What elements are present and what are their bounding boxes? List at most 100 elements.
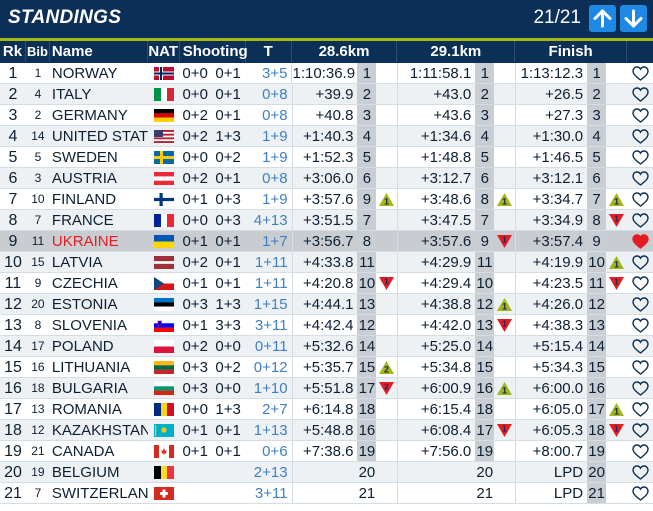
finish-rank: 4 <box>587 126 607 146</box>
favorite-toggle[interactable] <box>627 441 653 461</box>
favorite-toggle[interactable] <box>627 147 653 167</box>
total-shooting: 1+11 <box>254 254 288 271</box>
team-name: FINLAND <box>51 191 117 208</box>
split1-time: +6:14.8 <box>291 399 358 419</box>
split2-time: +1:48.8 <box>397 147 475 167</box>
bib-number: 7 <box>34 213 42 227</box>
total-shooting: 1+11 <box>254 275 288 292</box>
table-row[interactable]: 3 2 GERMANY 0+2 0+1 0+8 +40.8 3 +43.6 3 +27.3 3 <box>0 105 653 126</box>
favorite-toggle[interactable] <box>627 483 653 503</box>
table-row[interactable]: 19 21 CANADA 0+1 0+1 0+6 +7:38.6 19 +7:56.0 19 +8:… <box>0 441 653 462</box>
col-header-split2[interactable]: 29.1km <box>397 41 516 63</box>
total-shooting: 2+7 <box>262 401 288 418</box>
table-row[interactable]: 11 9 CZECHIA 0+1 0+1 1+11 +4:20.8 10 1 +4:29.4 10 +… <box>0 273 653 294</box>
split1-rank: 15 <box>357 357 377 377</box>
shooting-prone: 0+0 <box>182 65 208 82</box>
shooting-prone: 0+2 <box>182 338 208 355</box>
shooting-standing: 0+1 <box>215 254 241 271</box>
split2-change: 1 <box>494 189 515 209</box>
shooting-prone <box>180 462 211 482</box>
nation-flag <box>148 126 180 146</box>
split1-rank: 3 <box>357 105 377 125</box>
favorite-toggle[interactable] <box>627 105 653 125</box>
split1-time: +40.8 <box>291 105 358 125</box>
nation-flag <box>148 273 180 293</box>
table-row[interactable]: 18 12 KAZAKHSTAN 0+1 0+1 1+13 +5:48.8 16 +6:08.4… <box>0 420 653 441</box>
col-header-split1[interactable]: 28.6km <box>292 41 398 63</box>
table-row[interactable]: 9 11 UKRAINE 0+1 0+1 1+7 +3:56.7 8 +3:57.6 9 1 +3:5… <box>0 231 653 252</box>
total-shooting: 3+5 <box>262 65 288 82</box>
favorite-toggle[interactable] <box>627 252 653 272</box>
page-down-button[interactable] <box>620 5 647 32</box>
table-row[interactable]: 15 16 LITHUANIA 0+3 0+2 0+12 +5:35.7 15 2 +5:34.8… <box>0 357 653 378</box>
svg-text:1: 1 <box>614 424 619 433</box>
table-row[interactable]: 13 8 SLOVENIA 0+1 3+3 3+11 +4:42.4 12 +4:42.0 13 1… <box>0 315 653 336</box>
shooting-prone: 0+1 <box>182 422 208 439</box>
table-row[interactable]: 12 20 ESTONIA 0+3 1+3 1+15 +4:44.1 13 +4:38.8 12 1… <box>0 294 653 315</box>
table-row[interactable]: 10 15 LATVIA 0+2 0+1 1+11 +4:33.8 11 +4:29.9 11 +4… <box>0 252 653 273</box>
favorite-toggle[interactable] <box>627 336 653 356</box>
arrow-up-icon <box>593 9 612 28</box>
shooting-standing: 1+3 <box>215 128 241 145</box>
split2-rank: 6 <box>475 168 495 188</box>
nation-flag <box>148 105 180 125</box>
col-header-shooting[interactable]: Shooting <box>180 41 248 63</box>
favorite-heart-icon <box>631 212 649 228</box>
table-row[interactable]: 1 1 NORWAY 0+0 0+1 3+5 1:10:36.9 1 1:11:58.1 1 1:1… <box>0 63 653 84</box>
favorite-toggle[interactable] <box>627 189 653 209</box>
title-bar: STANDINGS 21/21 <box>0 0 653 38</box>
col-header-t[interactable]: T <box>246 41 292 63</box>
flag-icon <box>153 129 174 143</box>
finish-rank: 9 <box>587 231 607 251</box>
split1-time: +39.9 <box>291 84 358 104</box>
finish-rank: 17 <box>587 399 607 419</box>
table-row[interactable]: 8 7 FRANCE 0+0 0+3 4+13 +3:51.5 7 +3:47.5 7 +3:34.… <box>0 210 653 231</box>
favorite-toggle[interactable] <box>627 462 653 482</box>
favorite-toggle[interactable] <box>627 231 653 251</box>
finish-time: +5:15.4 <box>515 336 587 356</box>
favorite-toggle[interactable] <box>627 63 653 83</box>
table-row[interactable]: 17 13 ROMANIA 0+0 1+3 2+7 +6:14.8 18 +6:15.4 18 +6… <box>0 399 653 420</box>
split2-rank: 4 <box>475 126 495 146</box>
col-header-nat[interactable]: NAT <box>148 41 180 63</box>
favorite-heart-icon <box>631 65 649 81</box>
col-header-finish[interactable]: Finish <box>515 41 628 63</box>
split2-change: 1 <box>494 378 515 398</box>
split1-rank: 7 <box>357 210 377 230</box>
finish-time: +1:46.5 <box>515 147 587 167</box>
nation-flag <box>148 336 180 356</box>
col-header-rank[interactable]: Rk <box>0 41 26 63</box>
favorite-toggle[interactable] <box>627 357 653 377</box>
favorite-toggle[interactable] <box>627 315 653 335</box>
table-row[interactable]: 6 3 AUSTRIA 0+2 0+1 0+8 +3:06.0 6 +3:12.7 6 +3:12.… <box>0 168 653 189</box>
favorite-heart-icon <box>631 485 649 501</box>
finish-change <box>606 357 627 377</box>
table-row[interactable]: 20 19 BELGIUM 2+13 20 20 LPD 20 <box>0 462 653 483</box>
split2-time: +1:34.6 <box>397 126 475 146</box>
svg-text:1: 1 <box>614 259 619 269</box>
table-row[interactable]: 14 17 POLAND 0+2 0+0 0+11 +5:32.6 14 +5:25.0 14 +5… <box>0 336 653 357</box>
split2-change: 1 <box>494 231 515 251</box>
table-row[interactable]: 7 10 FINLAND 0+1 0+3 1+9 +3:57.6 9 1 +3:48.6 8 1 +3:… <box>0 189 653 210</box>
favorite-toggle[interactable] <box>627 210 653 230</box>
table-row[interactable]: 5 5 SWEDEN 0+0 0+2 1+9 +1:52.3 5 +1:48.8 5 +1:46.5… <box>0 147 653 168</box>
flag-icon <box>153 213 174 227</box>
favorite-toggle[interactable] <box>627 126 653 146</box>
favorite-toggle[interactable] <box>627 378 653 398</box>
nation-flag <box>148 483 180 503</box>
favorite-toggle[interactable] <box>627 84 653 104</box>
col-header-bib[interactable]: Bib <box>26 41 50 63</box>
favorite-toggle[interactable] <box>627 294 653 314</box>
split1-change <box>376 147 397 167</box>
col-header-name[interactable]: Name <box>50 41 148 63</box>
favorite-toggle[interactable] <box>627 420 653 440</box>
table-row[interactable]: 2 4 ITALY 0+0 0+1 0+8 +39.9 2 +43.0 2 +26.5 2 <box>0 84 653 105</box>
favorite-toggle[interactable] <box>627 168 653 188</box>
page-up-button[interactable] <box>589 5 616 32</box>
split1-time: +3:51.5 <box>291 210 358 230</box>
favorite-toggle[interactable] <box>627 273 653 293</box>
table-row[interactable]: 16 18 BULGARIA 0+3 0+0 1+10 +5:51.8 17 2 +6:00.9 1… <box>0 378 653 399</box>
favorite-toggle[interactable] <box>627 399 653 419</box>
